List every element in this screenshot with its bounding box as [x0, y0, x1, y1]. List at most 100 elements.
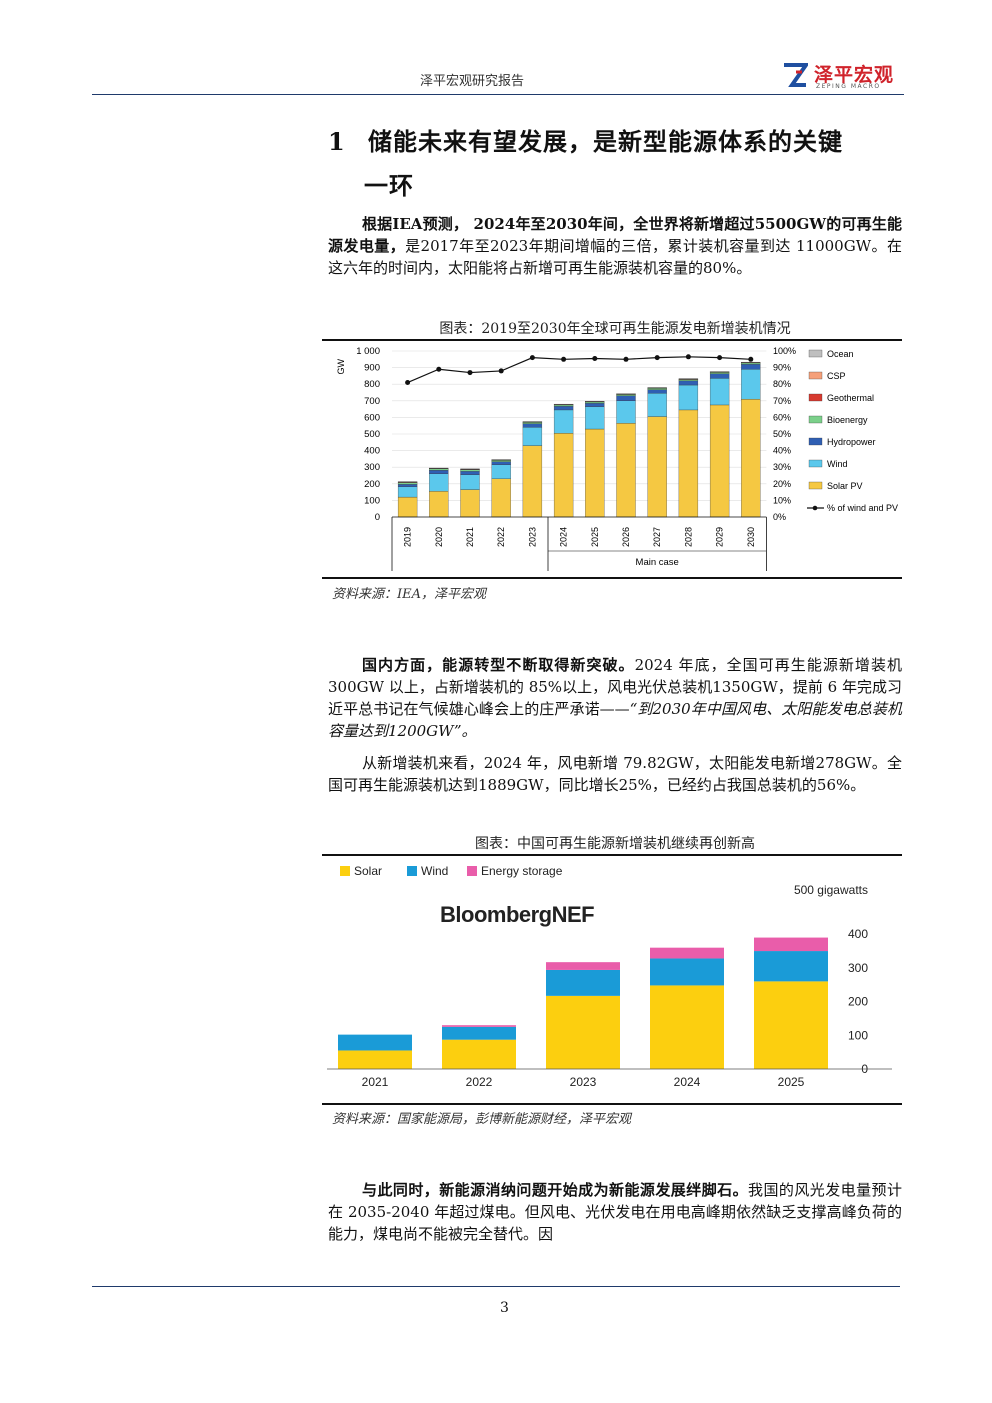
section-title-line2: 一环 — [364, 171, 414, 200]
share-point — [685, 354, 691, 360]
x-tick-label: 2023 — [527, 527, 537, 547]
bar-segment — [678, 379, 699, 382]
section-title-line1: 储能未来有望发展，是新型能源体系的关键 — [368, 127, 843, 156]
bar-segment — [754, 951, 828, 982]
bar-segment — [460, 469, 480, 472]
x-tick-label: 2020 — [434, 527, 444, 547]
x-tick-label: 2030 — [746, 527, 756, 547]
paragraph-body: 是2017年至2023年期间增幅的三倍，累计装机容量到达 11000GW。在这六… — [328, 237, 902, 277]
bar-segment — [429, 468, 449, 471]
bar-segment — [585, 403, 605, 407]
y-tick-label: 100 — [364, 495, 380, 506]
bar-segment — [460, 489, 480, 518]
y2-tick-label: 10% — [773, 495, 791, 505]
bar-segment — [553, 406, 574, 411]
bar-segment — [616, 395, 636, 401]
legend-label: Energy storage — [481, 864, 563, 878]
legend-label: Bioenergy — [827, 415, 868, 425]
x-tick-label: 2025 — [590, 527, 600, 547]
legend-swatch — [808, 481, 823, 490]
report-header-title: 泽平宏观研究报告 — [420, 74, 525, 89]
x-tick-label: 2024 — [559, 527, 569, 547]
logo-mark-icon — [784, 63, 808, 87]
legend-swatch — [808, 371, 823, 380]
y-tick-label: 500 — [364, 429, 380, 440]
brand-watermark: BloombergNEF — [440, 902, 594, 927]
paragraph-iea: 根据IEA预测， 2024年至2030年间，全世界将新增超过5500GW的可再生… — [328, 213, 902, 279]
logo: 泽平宏观 ZEPING MACRO — [782, 60, 902, 94]
y2-tick-label: 0% — [773, 512, 786, 522]
share-point — [623, 356, 629, 362]
x-tick-label: 2019 — [403, 527, 413, 547]
bar-segment — [741, 398, 761, 518]
y-tick-label: 400 — [364, 446, 380, 457]
paragraph-lead: 根据IEA预测， 2024年至2030年间，全世界将新增超过5500GW的可再生… — [328, 215, 902, 255]
share-point — [654, 355, 660, 361]
y-tick-label: 800 — [364, 379, 380, 390]
x-tick-label: 2021 — [465, 527, 475, 547]
bar-segment — [522, 423, 543, 428]
y-tick-label: 0 — [375, 512, 380, 523]
bar-segment — [491, 478, 511, 518]
figure1-source: 资料来源：IEA，泽平宏观 — [332, 587, 487, 602]
bar-segment — [546, 969, 620, 996]
share-point — [561, 356, 567, 362]
bar-segment — [741, 369, 761, 400]
bar-segment — [546, 995, 620, 1069]
header-divider — [92, 94, 904, 95]
paragraph-domestic: 国内方面，能源转型不断取得新突破。2024 年底，全国可再生能源新增装机 300… — [328, 654, 902, 742]
x-group-label: Main case — [636, 557, 679, 568]
y2-tick-label: 40% — [773, 446, 791, 456]
legend-label: Geothermal — [827, 393, 874, 403]
figure1-top-rule — [322, 339, 902, 341]
paragraph-body: 2024 年底，全国可再生能源新增装机 300GW 以上，占新增装机的 85%以… — [328, 656, 902, 718]
share-point — [529, 355, 535, 361]
bar-segment — [522, 422, 543, 424]
bar-segment — [553, 433, 574, 518]
bar-segment — [491, 460, 511, 462]
legend-marker — [812, 505, 818, 511]
figure2-source: 资料来源：国家能源局，彭博新能源财经，泽平宏观 — [332, 1112, 632, 1127]
y2-tick-label: 70% — [773, 396, 791, 406]
paragraph-quote: “到2030年中国风电、太阳能发电总装机容量达到1200GW”。 — [328, 700, 902, 740]
bar-segment — [678, 409, 699, 518]
bar-segment — [442, 1025, 516, 1027]
bar-segment — [709, 378, 730, 406]
page-number: 3 — [500, 1300, 509, 1316]
bar-segment — [585, 401, 605, 404]
bnef-additions-chart: Solar Wind Energy storage BloombergNEF 500 g… — [327, 864, 892, 1089]
x-tick-label: 2022 — [466, 1075, 493, 1089]
x-tick-label: 2027 — [652, 527, 662, 547]
share-point — [405, 380, 411, 386]
figure2-caption: 图表：中国可再生能源新增装机继续再创新高 — [475, 836, 755, 852]
legend-swatch — [808, 415, 823, 424]
x-tick-label: 2024 — [674, 1075, 701, 1089]
legend-swatch — [808, 349, 823, 358]
bar-segment — [491, 461, 511, 465]
share-point — [436, 366, 442, 372]
figure1-caption: 图表：2019至2030年全球可再生能源发电新增装机情况 — [439, 321, 791, 337]
x-tick-label: 2028 — [683, 527, 693, 547]
section-number: 1 — [328, 127, 346, 156]
y-tick-label: 600 — [364, 412, 380, 423]
bar-segment — [429, 473, 449, 492]
figure2-bottom-rule — [322, 1103, 902, 1105]
y2-tick-label: 60% — [773, 412, 791, 422]
bar-segment — [338, 1034, 412, 1051]
legend-label: Hydropower — [827, 437, 876, 447]
x-tick-label: 2021 — [362, 1075, 389, 1089]
bar-segment — [754, 981, 828, 1069]
bar-segment — [647, 388, 667, 390]
paragraph-lead: 国内方面，能源转型不断取得新突破。 — [362, 656, 635, 674]
bar-segment — [522, 427, 543, 446]
share-point — [592, 355, 598, 361]
bar-segment — [709, 372, 730, 374]
share-point — [717, 355, 723, 361]
bar-segment — [585, 428, 605, 518]
y-tick-label: 300 — [848, 961, 868, 975]
share-point — [748, 356, 754, 362]
bar-segment — [678, 380, 699, 386]
logo-text: 泽平宏观 — [814, 64, 895, 86]
legend-label: Solar — [354, 864, 382, 878]
bar-segment — [709, 373, 730, 379]
